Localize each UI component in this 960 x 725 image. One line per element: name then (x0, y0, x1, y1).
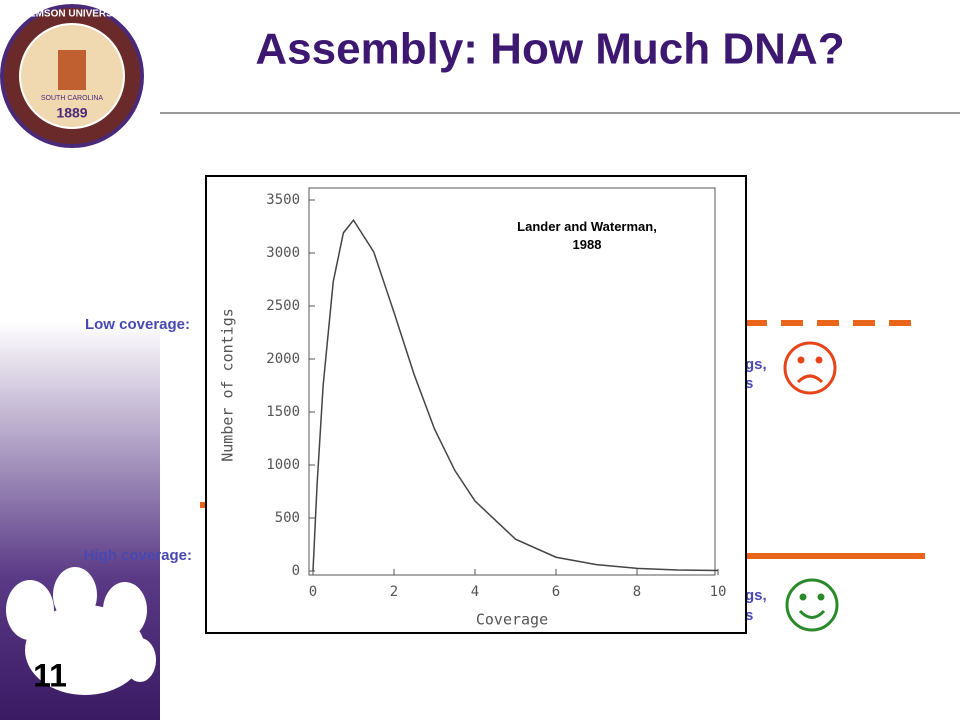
happy-face (785, 578, 839, 632)
x-tick-label: 8 (633, 584, 641, 600)
y-tick-label: 500 (275, 510, 300, 526)
low-note: gs, (745, 356, 767, 373)
y-tick-label: 0 (292, 563, 300, 579)
x-axis-label: Coverage (476, 611, 548, 629)
x-tick-label: 0 (309, 584, 317, 600)
read-fragment (200, 502, 208, 508)
annotation: Lander and Waterman, 1988 (517, 219, 657, 252)
logo-name: CLEMSON UNIVERSITY (16, 9, 129, 20)
y-tick-label: 1500 (266, 404, 300, 420)
x-tick-label: 10 (710, 584, 727, 600)
logo: CLEMSON UNIVERSITY SOUTH CAROLINA 1889 (0, 4, 144, 148)
plot-area (308, 187, 716, 576)
y-tick-label: 3000 (266, 245, 300, 261)
curve (312, 218, 719, 572)
logo-state: SOUTH CAROLINA (41, 95, 104, 102)
x-tick-label: 2 (390, 584, 398, 600)
high-note: s (745, 607, 753, 624)
y-tick-label: 1000 (266, 457, 300, 473)
x-tick-label: 4 (471, 584, 479, 600)
low-note: s (745, 375, 753, 392)
y-tick-label: 2000 (266, 351, 300, 367)
logo-year: 1889 (56, 105, 87, 121)
chart-frame (205, 175, 747, 634)
y-tick-label: 2500 (266, 298, 300, 314)
sad-face (783, 341, 837, 395)
high-label: High coverage: (84, 547, 192, 564)
y-axis-label: Number of contigs (219, 308, 237, 462)
x-tick-label: 6 (552, 584, 560, 600)
low-label: Low coverage: (85, 316, 190, 333)
paw-print (6, 567, 156, 695)
y-tick-label: 3500 (266, 192, 300, 208)
title: Assembly: How Much DNA? (255, 25, 844, 74)
page-number: 11 (33, 657, 67, 693)
high-note: gs, (745, 587, 767, 604)
